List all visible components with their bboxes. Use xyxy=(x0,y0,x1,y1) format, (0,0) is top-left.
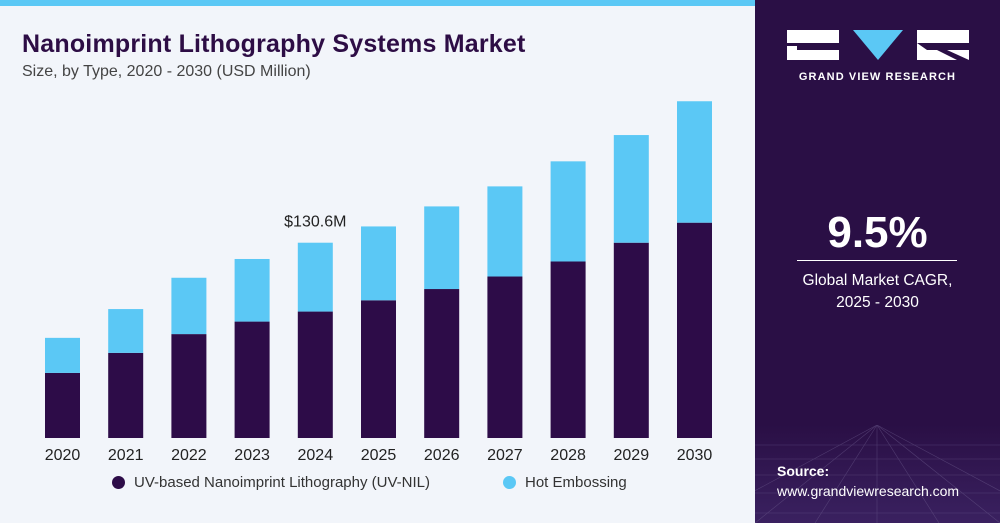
legend-label-hot-embossing: Hot Embossing xyxy=(525,474,627,491)
bar-uv-nil-2020 xyxy=(45,372,80,438)
x-tick-label-2030: 2030 xyxy=(677,447,713,464)
x-tick-label-2028: 2028 xyxy=(550,447,586,464)
sidebar: GRAND VIEW RESEARCH 9.5% Global Market C… xyxy=(755,0,1000,523)
x-tick-label-2022: 2022 xyxy=(171,447,207,464)
bar-uv-nil-2022 xyxy=(171,334,207,438)
legend-item-uv-nil: UV-based Nanoimprint Lithography (UV-NIL… xyxy=(112,474,430,491)
bar-hot-embossing-2020 xyxy=(45,337,80,373)
chart-subtitle: Size, by Type, 2020 - 2030 (USD Million) xyxy=(22,63,311,80)
bar-hot-embossing-2024 xyxy=(297,242,333,312)
data-label-2024: $130.6M xyxy=(284,214,346,231)
x-tick-label-2025: 2025 xyxy=(361,447,397,464)
accent-bar xyxy=(0,0,755,6)
bar-uv-nil-2024 xyxy=(297,311,333,438)
bar-hot-embossing-2030 xyxy=(677,101,712,223)
legend: UV-based Nanoimprint Lithography (UV-NIL… xyxy=(0,474,755,498)
bar-hot-embossing-2021 xyxy=(108,309,144,353)
source-url[interactable]: www.grandviewresearch.com xyxy=(777,483,960,499)
legend-swatch-uv-nil xyxy=(112,476,125,489)
cagr-label-line1: Global Market CAGR, xyxy=(802,272,953,289)
bar-uv-nil-2029 xyxy=(613,242,649,438)
bar-uv-nil-2023 xyxy=(234,321,270,438)
brand-name: GRAND VIEW RESEARCH xyxy=(798,71,957,83)
x-axis-labels: 2020 2021 2022 2023 2024 2025 2026 2027 2028 2029… xyxy=(45,447,713,464)
legend-label-uv-nil: UV-based Nanoimprint Lithography (UV-NIL… xyxy=(134,474,430,491)
x-tick-label-2027: 2027 xyxy=(487,447,523,464)
bar-uv-nil-2027 xyxy=(487,276,523,438)
bar-uv-nil-2028 xyxy=(550,261,586,438)
x-tick-label-2024: 2024 xyxy=(298,447,334,464)
x-tick-label-2021: 2021 xyxy=(108,447,144,464)
cagr-label: Global Market CAGR, 2025 - 2030 xyxy=(755,270,1000,314)
chart-panel: Nanoimprint Lithography Systems Market S… xyxy=(0,0,755,523)
bar-group xyxy=(45,101,712,438)
bar-hot-embossing-2023 xyxy=(234,258,270,322)
x-tick-label-2029: 2029 xyxy=(614,447,650,464)
source-label: Source: xyxy=(777,463,830,479)
x-tick-label-2020: 2020 xyxy=(45,447,81,464)
legend-item-hot-embossing: Hot Embossing xyxy=(503,474,627,491)
bar-hot-embossing-2022 xyxy=(171,277,207,335)
cagr-divider xyxy=(797,260,957,261)
bar-hot-embossing-2028 xyxy=(550,161,586,262)
chart-title: Nanoimprint Lithography Systems Market xyxy=(22,30,526,58)
cagr-label-line2: 2025 - 2030 xyxy=(836,294,919,311)
grid-decoration xyxy=(755,425,1000,523)
bar-uv-nil-2030 xyxy=(677,222,712,438)
x-tick-label-2023: 2023 xyxy=(234,447,270,464)
bar-hot-embossing-2026 xyxy=(424,206,460,290)
annotations: $130.6M xyxy=(284,214,346,231)
bar-uv-nil-2021 xyxy=(108,352,144,438)
gvr-logo xyxy=(787,30,969,60)
x-tick-label-2026: 2026 xyxy=(424,447,460,464)
bar-hot-embossing-2025 xyxy=(361,226,396,301)
bar-hot-embossing-2029 xyxy=(613,135,649,243)
cagr-value: 9.5% xyxy=(827,208,928,257)
bar-chart: 2020 2021 2022 2023 2024 2025 2026 2027 2028 2029… xyxy=(45,101,713,464)
bar-uv-nil-2025 xyxy=(361,300,396,438)
bar-uv-nil-2026 xyxy=(424,289,460,438)
legend-swatch-hot-embossing xyxy=(503,476,516,489)
bar-hot-embossing-2027 xyxy=(487,186,523,277)
